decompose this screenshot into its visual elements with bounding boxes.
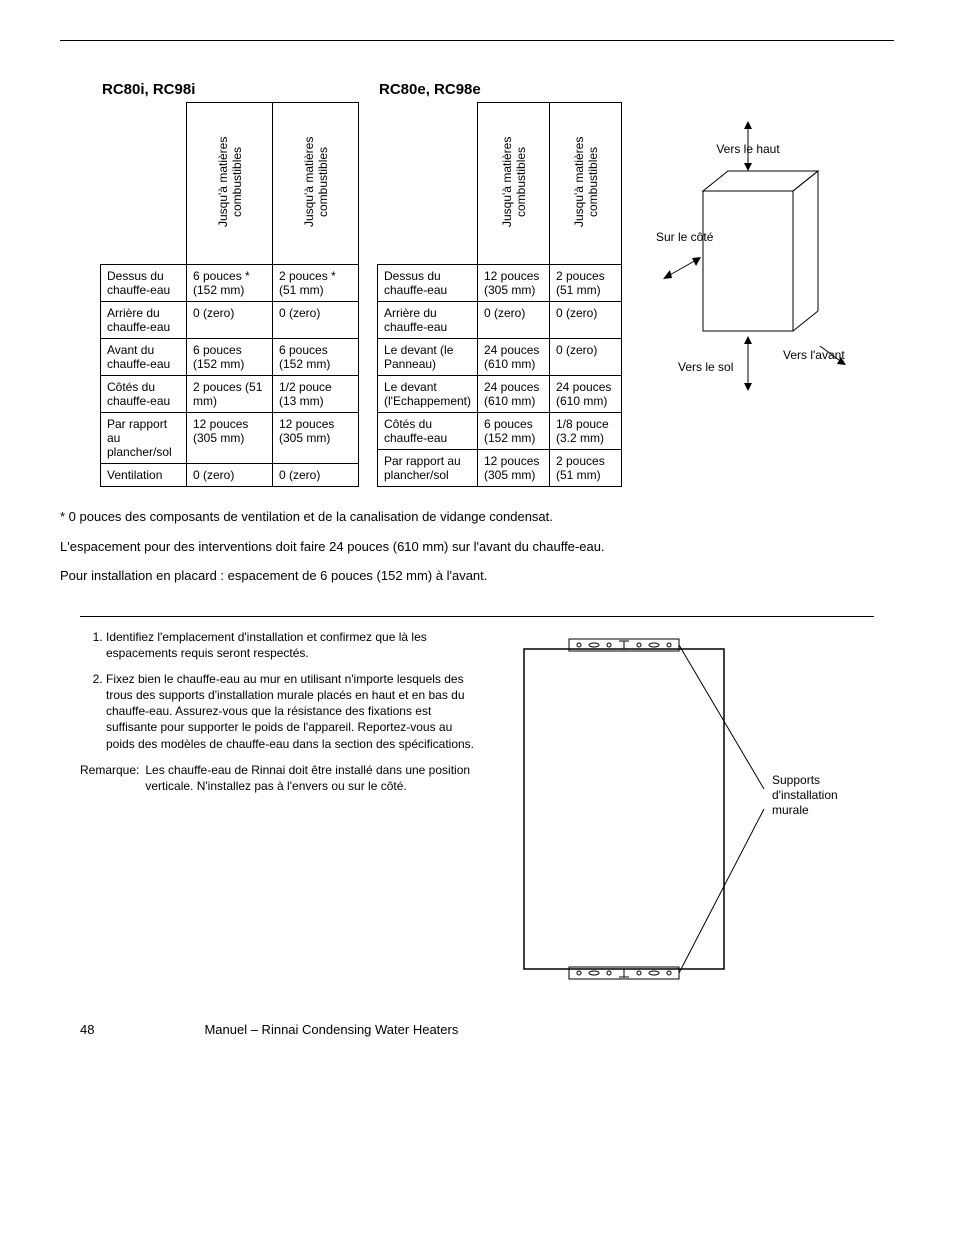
table-row: Le devant (le Panneau)24 pouces (610 mm)…	[378, 339, 622, 376]
cube-label-bottom: Vers le sol	[678, 360, 733, 374]
cube-label-front: Vers l'avant	[783, 348, 845, 362]
table2-col1-header: Jusqu'à matières combustibles	[478, 103, 550, 265]
note-3: Pour installation en placard : espacemen…	[60, 566, 894, 586]
notes-section: * 0 pouces des composants de ventilation…	[60, 507, 894, 586]
table-row: Côtés du chauffe-eau6 pouces (152 mm)1/8…	[378, 413, 622, 450]
table-rc80i: RC80i, RC98i Jusqu'à matières combustibl…	[100, 81, 359, 487]
note-2: L'espacement pour des interventions doit…	[60, 537, 894, 557]
clearance-table-2: Jusqu'à matières combustibles Jusqu'à ma…	[377, 102, 622, 487]
svg-text:d'installation: d'installation	[772, 788, 838, 802]
cube-label-side: Sur le côté	[656, 230, 714, 244]
table-row: Avant du chauffe-eau6 pouces (152 mm)6 p…	[101, 339, 359, 376]
heater-diagram: Supports d'installation murale	[494, 629, 874, 992]
svg-text:murale: murale	[772, 803, 809, 817]
table-row: Le devant (l'Echappement)24 pouces (610 …	[378, 376, 622, 413]
svg-text:Supports: Supports	[772, 773, 820, 787]
clearance-tables: RC80i, RC98i Jusqu'à matières combustibl…	[100, 81, 894, 487]
table-row: Arrière du chauffe-eau0 (zero)0 (zero)	[101, 302, 359, 339]
clearance-table-1: Jusqu'à matières combustibles Jusqu'à ma…	[100, 102, 359, 487]
table2-col2-header: Jusqu'à matières combustibles	[550, 103, 622, 265]
footer-title: Manuel – Rinnai Condensing Water Heaters	[204, 1022, 458, 1037]
table-row: Côtés du chauffe-eau2 pouces (51 mm)1/2 …	[101, 376, 359, 413]
table2-blank-header	[378, 103, 478, 265]
remarque: Remarque: Les chauffe-eau de Rinnai doit…	[80, 762, 474, 794]
page-number: 48	[80, 1022, 94, 1037]
install-section: Identifiez l'emplacement d'installation …	[80, 616, 874, 992]
table1-col1-header: Jusqu'à matières combustibles	[187, 103, 273, 265]
table1-blank-header	[101, 103, 187, 265]
remarque-text: Les chauffe-eau de Rinnai doit être inst…	[145, 762, 474, 794]
page-footer: 48 Manuel – Rinnai Condensing Water Heat…	[60, 1022, 894, 1037]
table1-title: RC80i, RC98i	[102, 81, 359, 98]
note-1: * 0 pouces des composants de ventilation…	[60, 507, 894, 527]
step-2: Fixez bien le chauffe-eau au mur en util…	[106, 671, 474, 752]
cube-diagram: Vers le haut Sur le côté Vers le sol Ver…	[648, 111, 848, 434]
table-row: Par rapport au plancher/sol12 pouces (30…	[378, 450, 622, 487]
table2-title: RC80e, RC98e	[379, 81, 622, 98]
table-row: Dessus du chauffe-eau12 pouces (305 mm)2…	[378, 265, 622, 302]
step-1: Identifiez l'emplacement d'installation …	[106, 629, 474, 661]
cube-label-top: Vers le haut	[716, 142, 780, 156]
table1-col2-header: Jusqu'à matières combustibles	[273, 103, 359, 265]
table-row: Dessus du chauffe-eau6 pouces * (152 mm)…	[101, 265, 359, 302]
remarque-label: Remarque:	[80, 762, 139, 794]
table-row: Ventilation0 (zero)0 (zero)	[101, 464, 359, 487]
table-row: Par rapport au plancher/sol12 pouces (30…	[101, 413, 359, 464]
install-steps: Identifiez l'emplacement d'installation …	[80, 629, 474, 992]
top-rule	[60, 40, 894, 41]
table-row: Arrière du chauffe-eau0 (zero)0 (zero)	[378, 302, 622, 339]
table-rc80e: RC80e, RC98e Jusqu'à matières combustibl…	[377, 81, 622, 487]
